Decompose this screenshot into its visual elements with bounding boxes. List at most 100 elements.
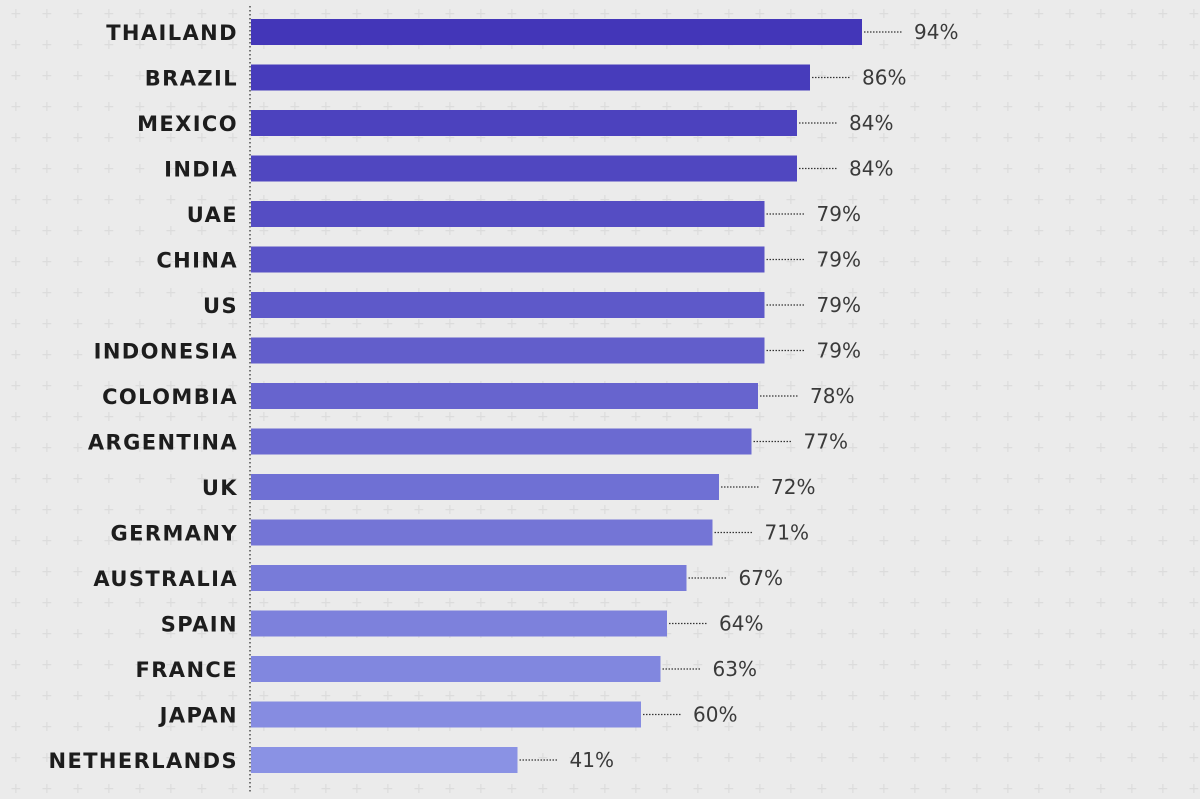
background-plus-mark: + xyxy=(196,564,208,580)
background-plus-mark: + xyxy=(134,161,146,177)
background-plus-mark: + xyxy=(816,316,828,332)
background-plus-mark: + xyxy=(165,533,177,549)
background-plus-mark: + xyxy=(103,626,115,642)
background-plus-mark: + xyxy=(847,130,859,146)
value-label: 79% xyxy=(817,202,861,226)
background-plus-mark: + xyxy=(754,657,766,673)
value-label: 79% xyxy=(817,248,861,272)
background-plus-mark: + xyxy=(41,99,53,115)
background-plus-mark: + xyxy=(940,657,952,673)
background-plus-mark: + xyxy=(785,192,797,208)
background-plus-mark: + xyxy=(227,688,239,704)
background-plus-mark: + xyxy=(723,502,735,518)
background-plus-mark: + xyxy=(661,502,673,518)
background-plus-mark: + xyxy=(444,781,456,797)
background-plus-mark: + xyxy=(475,688,487,704)
background-plus-mark: + xyxy=(878,378,890,394)
background-plus-mark: + xyxy=(1064,595,1076,611)
background-plus-mark: + xyxy=(909,68,921,84)
background-plus-mark: + xyxy=(661,316,673,332)
value-label: 86% xyxy=(862,66,906,90)
background-plus-mark: + xyxy=(1188,99,1200,115)
value-label: 79% xyxy=(817,339,861,363)
background-plus-mark: + xyxy=(1002,657,1014,673)
background-plus-mark: + xyxy=(475,223,487,239)
value-label: 72% xyxy=(771,475,815,499)
background-plus-mark: + xyxy=(909,347,921,363)
background-plus-mark: + xyxy=(1157,285,1169,301)
background-plus-mark: + xyxy=(382,130,394,146)
background-plus-mark: + xyxy=(475,130,487,146)
background-plus-mark: + xyxy=(816,750,828,766)
background-plus-mark: + xyxy=(816,99,828,115)
background-plus-mark: + xyxy=(940,750,952,766)
background-plus-mark: + xyxy=(382,688,394,704)
background-plus-mark: + xyxy=(537,502,549,518)
background-plus-mark: + xyxy=(692,6,704,22)
background-plus-mark: + xyxy=(909,440,921,456)
background-plus-mark: + xyxy=(10,719,22,735)
background-plus-mark: + xyxy=(878,161,890,177)
background-plus-mark: + xyxy=(165,781,177,797)
background-plus-mark: + xyxy=(10,440,22,456)
background-plus-mark: + xyxy=(816,626,828,642)
background-plus-mark: + xyxy=(227,533,239,549)
background-plus-mark: + xyxy=(10,595,22,611)
background-plus-mark: + xyxy=(1126,781,1138,797)
background-plus-mark: + xyxy=(754,378,766,394)
bar xyxy=(251,428,752,455)
background-plus-mark: + xyxy=(568,223,580,239)
background-plus-mark: + xyxy=(909,130,921,146)
background-plus-mark: + xyxy=(196,192,208,208)
background-plus-mark: + xyxy=(351,223,363,239)
background-plus-mark: + xyxy=(847,223,859,239)
background-plus-mark: + xyxy=(413,409,425,425)
background-plus-mark: + xyxy=(475,595,487,611)
background-plus-mark: + xyxy=(41,254,53,270)
background-plus-mark: + xyxy=(320,688,332,704)
background-plus-mark: + xyxy=(661,781,673,797)
background-plus-mark: + xyxy=(847,254,859,270)
background-plus-mark: + xyxy=(537,409,549,425)
background-plus-mark: + xyxy=(196,471,208,487)
background-plus-mark: + xyxy=(878,781,890,797)
value-label: 67% xyxy=(739,566,783,590)
bar xyxy=(251,19,862,45)
background-plus-mark: + xyxy=(41,502,53,518)
background-plus-mark: + xyxy=(1002,99,1014,115)
background-plus-mark: + xyxy=(1064,626,1076,642)
background-plus-mark: + xyxy=(878,6,890,22)
background-plus-mark: + xyxy=(1126,68,1138,84)
background-plus-mark: + xyxy=(692,657,704,673)
background-plus-mark: + xyxy=(72,347,84,363)
background-plus-mark: + xyxy=(785,223,797,239)
background-plus-mark: + xyxy=(723,409,735,425)
background-plus-mark: + xyxy=(971,254,983,270)
value-label: 84% xyxy=(849,111,893,135)
background-plus-mark: + xyxy=(227,68,239,84)
background-plus-mark: + xyxy=(785,533,797,549)
background-plus-mark: + xyxy=(41,130,53,146)
background-plus-mark: + xyxy=(940,564,952,580)
background-plus-mark: + xyxy=(227,409,239,425)
background-plus-mark: + xyxy=(1188,378,1200,394)
background-plus-mark: + xyxy=(785,254,797,270)
background-plus-mark: + xyxy=(878,409,890,425)
background-plus-mark: + xyxy=(41,223,53,239)
background-plus-mark: + xyxy=(289,316,301,332)
background-plus-mark: + xyxy=(568,781,580,797)
background-plus-mark: + xyxy=(754,781,766,797)
background-plus-mark: + xyxy=(382,223,394,239)
background-plus-mark: + xyxy=(1126,254,1138,270)
background-plus-mark: + xyxy=(1126,316,1138,332)
background-plus-mark: + xyxy=(196,254,208,270)
background-plus-mark: + xyxy=(10,285,22,301)
background-plus-mark: + xyxy=(289,223,301,239)
background-plus-mark: + xyxy=(41,192,53,208)
background-plus-mark: + xyxy=(630,99,642,115)
background-plus-mark: + xyxy=(785,409,797,425)
background-plus-mark: + xyxy=(661,99,673,115)
background-plus-mark: + xyxy=(196,657,208,673)
background-plus-mark: + xyxy=(1002,161,1014,177)
background-plus-mark: + xyxy=(196,595,208,611)
